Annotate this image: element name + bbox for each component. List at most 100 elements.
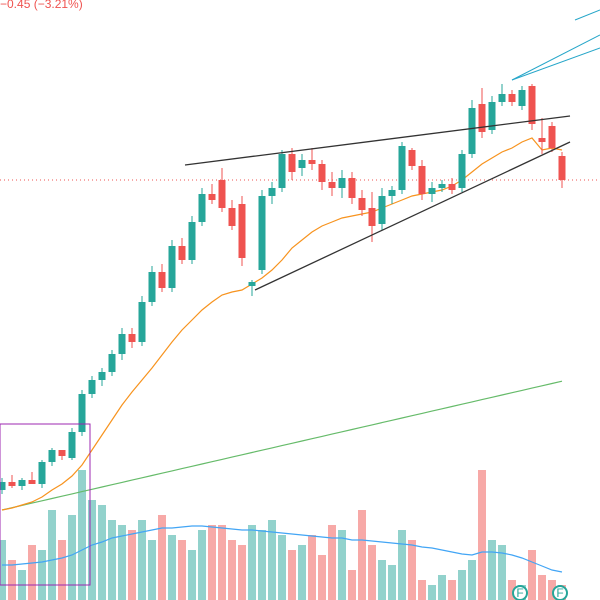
- candle-body: [218, 180, 226, 208]
- event-label: F: [516, 586, 523, 600]
- volume-bar: [198, 530, 206, 600]
- volume-bar: [418, 580, 426, 600]
- candle-body: [348, 178, 356, 198]
- volume-bar: [478, 470, 486, 600]
- volume-bar: [218, 525, 226, 600]
- candle-body: [108, 354, 116, 372]
- candle-body: [58, 450, 66, 456]
- candle-body: [278, 154, 286, 188]
- candle-body: [48, 450, 56, 462]
- fast-ma-line: [1, 137, 563, 511]
- event-marker: [552, 585, 568, 600]
- candle-body: [328, 182, 336, 188]
- candle-body: [8, 482, 16, 486]
- candle-body: [268, 188, 276, 196]
- volume-bar: [28, 545, 36, 600]
- candle-body: [188, 222, 196, 260]
- candle-body: [208, 194, 216, 200]
- volume-bar: [318, 555, 326, 600]
- arrow-line: [511, 47, 600, 81]
- volume-bar: [178, 540, 186, 600]
- volume-bar: [348, 570, 356, 600]
- volume-bar: [8, 560, 16, 600]
- volume-bar: [98, 505, 106, 600]
- volume-bar: [138, 520, 146, 600]
- candle-body: [228, 208, 236, 226]
- volume-bar: [38, 550, 46, 600]
- volume-bar: [108, 520, 116, 600]
- candle-body: [98, 372, 106, 380]
- volume-bar: [458, 570, 466, 600]
- volume-bar: [388, 565, 396, 600]
- volume-bar: [468, 560, 476, 600]
- volume-bar: [508, 580, 516, 600]
- volume-bar: [128, 530, 136, 600]
- volume-bar: [528, 550, 536, 600]
- volume-bar: [238, 545, 246, 600]
- candle-body: [18, 480, 26, 486]
- volume-bar: [298, 545, 306, 600]
- volume-bar: [48, 510, 56, 600]
- candle-body: [458, 154, 466, 188]
- trend-line: [254, 141, 571, 291]
- candle-body: [428, 188, 436, 194]
- volume-bar: [88, 500, 96, 600]
- candle-body: [198, 194, 206, 222]
- candle-body: [88, 380, 96, 394]
- candle-body: [478, 104, 486, 132]
- volume-bar: [278, 535, 286, 600]
- candle-body: [368, 208, 376, 226]
- volume-bar: [548, 580, 556, 600]
- candle-body: [558, 156, 566, 180]
- candle-body: [158, 272, 166, 288]
- event-label: F: [556, 586, 563, 600]
- candle-body: [288, 154, 296, 172]
- volume-bar: [438, 575, 446, 600]
- volume-bar: [368, 545, 376, 600]
- candle-body: [238, 204, 246, 258]
- volume-bar: [158, 515, 166, 600]
- trend-line: [184, 115, 571, 166]
- volume-bar: [58, 540, 66, 600]
- candle-body: [358, 198, 366, 210]
- candle-body: [508, 94, 516, 102]
- volume-bar: [168, 535, 176, 600]
- range-box: [0, 423, 91, 586]
- candle-body: [148, 272, 156, 302]
- candle-body: [388, 190, 396, 196]
- candle-body: [538, 138, 546, 142]
- candle-body: [118, 334, 126, 354]
- candle-body: [418, 166, 426, 194]
- volume-bar: [258, 530, 266, 600]
- volume-bar: [338, 530, 346, 600]
- volume-bar: [188, 550, 196, 600]
- candle-body: [258, 196, 266, 270]
- candle-body: [338, 178, 346, 188]
- candle-body: [548, 126, 556, 148]
- candle-body: [378, 196, 386, 224]
- volume-bar: [378, 560, 386, 600]
- volume-bar: [408, 540, 416, 600]
- volume-bar: [538, 575, 546, 600]
- candle-body: [38, 462, 46, 484]
- candle-body: [308, 160, 316, 164]
- candle-body: [138, 302, 146, 342]
- candle-body: [168, 246, 176, 288]
- volume-bar: [208, 525, 216, 600]
- candle-body: [298, 160, 306, 168]
- volume-bar: [228, 540, 236, 600]
- volume-bar: [358, 510, 366, 600]
- candle-body: [408, 150, 416, 166]
- volume-bar: [148, 540, 156, 600]
- volume-bar: [78, 470, 86, 600]
- candle-body: [28, 480, 36, 484]
- candle-body: [128, 334, 136, 342]
- volume-bar: [68, 515, 76, 600]
- candle-body: [498, 94, 506, 102]
- candle-body: [318, 164, 326, 182]
- arrow-line: [511, 34, 600, 81]
- candle-body: [398, 146, 406, 190]
- volume-bar: [328, 525, 336, 600]
- candle-body: [0, 482, 6, 490]
